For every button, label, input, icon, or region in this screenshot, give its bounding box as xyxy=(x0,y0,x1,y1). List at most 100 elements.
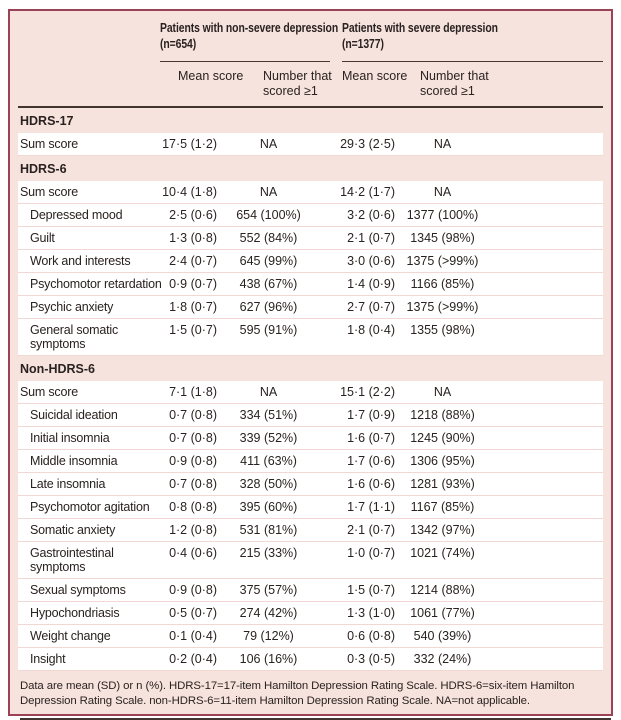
sub-header-spacer xyxy=(18,62,160,108)
row-filler xyxy=(510,495,603,519)
row-label: Somatic anxiety xyxy=(18,518,160,542)
group-nonsevere: Patients with non-severe depression (n=6… xyxy=(160,20,339,62)
count-severe: 540 (39%) xyxy=(398,624,510,648)
count-severe: 1306 (95%) xyxy=(398,449,510,473)
mean-score-severe: 15·1 (2·2) xyxy=(334,381,398,404)
count-nonsevere: 595 (91%) xyxy=(222,318,334,356)
row-label: Guilt xyxy=(18,226,160,250)
mean-score-severe: 1·7 (0·6) xyxy=(334,449,398,473)
mean-score-nonsevere: 0·7 (0·8) xyxy=(160,426,222,450)
row-filler xyxy=(510,426,603,450)
count-severe: 1281 (93%) xyxy=(398,472,510,496)
count-nonsevere: 552 (84%) xyxy=(222,226,334,250)
row-filler xyxy=(510,647,603,671)
mean-score-severe: 3·2 (0·6) xyxy=(334,203,398,227)
mean-score-severe: 14·2 (1·7) xyxy=(334,181,398,204)
count-nonsevere: 274 (42%) xyxy=(222,601,334,625)
table-row: Guilt 1·3 (0·8) 552 (84%) 2·1 (0·7) 1345 (98… xyxy=(18,226,603,250)
col-header-mean-severe: Mean score xyxy=(334,62,407,108)
count-nonsevere: NA xyxy=(222,381,334,404)
section-header-row: HDRS-17 xyxy=(18,107,603,133)
table-row: Work and interests 2·4 (0·7) 645 (99%) 3·0 … xyxy=(18,249,603,273)
count-nonsevere: 339 (52%) xyxy=(222,426,334,450)
mean-score-severe: 0·3 (0·5) xyxy=(334,647,398,671)
count-severe: 1342 (97%) xyxy=(398,518,510,542)
count-severe: 1375 (>99%) xyxy=(398,295,510,319)
count-severe: 332 (24%) xyxy=(398,647,510,671)
table-row: Psychomotor retardation 0·9 (0·7) 438 (67%… xyxy=(18,272,603,296)
row-label: Late insomnia xyxy=(18,472,160,496)
mean-score-nonsevere: 0·1 (0·4) xyxy=(160,624,222,648)
row-filler xyxy=(510,249,603,273)
mean-score-nonsevere: 1·5 (0·7) xyxy=(160,318,222,356)
row-filler xyxy=(510,203,603,227)
mean-score-nonsevere: 0·9 (0·7) xyxy=(160,272,222,296)
count-severe: 1345 (98%) xyxy=(398,226,510,250)
row-filler xyxy=(510,272,603,296)
table-row: Initial insomnia 0·7 (0·8) 339 (52%) 1·6 (0… xyxy=(18,426,603,450)
group-header-spacer xyxy=(18,20,160,62)
count-nonsevere: NA xyxy=(222,181,334,204)
row-label: Psychomotor agitation xyxy=(18,495,160,519)
mean-score-nonsevere: 0·8 (0·8) xyxy=(160,495,222,519)
row-filler xyxy=(510,318,603,356)
col-header-mean-nonsevere: Mean score xyxy=(160,62,243,108)
mean-score-nonsevere: 0·5 (0·7) xyxy=(160,601,222,625)
row-filler xyxy=(510,601,603,625)
mean-score-severe: 2·7 (0·7) xyxy=(334,295,398,319)
row-filler xyxy=(510,472,603,496)
row-filler xyxy=(510,624,603,648)
table-row: Sexual symptoms 0·9 (0·8) 375 (57%) 1·5 (0·… xyxy=(18,578,603,602)
table-footnote: Data are mean (SD) or n (%). HDRS-17=17-… xyxy=(20,676,611,720)
row-label: Insight xyxy=(18,647,160,671)
mean-score-nonsevere: 0·7 (0·8) xyxy=(160,472,222,496)
group-title-nonsevere: Patients with non-severe depression (n=6… xyxy=(160,20,339,51)
count-severe: 1218 (88%) xyxy=(398,403,510,427)
row-filler xyxy=(510,449,603,473)
row-filler xyxy=(510,578,603,602)
table-row: Depressed mood 2·5 (0·6) 654 (100%) 3·2 (0·… xyxy=(18,203,603,227)
count-nonsevere: 79 (12%) xyxy=(222,624,334,648)
mean-score-severe: 1·7 (1·1) xyxy=(334,495,398,519)
count-nonsevere: 375 (57%) xyxy=(222,578,334,602)
row-label: General somatic symptoms xyxy=(18,318,160,356)
table-row: Middle insomnia 0·9 (0·8) 411 (63%) 1·7 (0·… xyxy=(18,449,603,473)
row-filler xyxy=(510,295,603,319)
count-nonsevere: NA xyxy=(222,133,334,156)
count-severe: 1167 (85%) xyxy=(398,495,510,519)
row-label: Gastrointestinal symptoms xyxy=(18,541,160,579)
mean-score-nonsevere: 2·4 (0·7) xyxy=(160,249,222,273)
mean-score-severe: 0·6 (0·8) xyxy=(334,624,398,648)
mean-score-nonsevere: 0·7 (0·8) xyxy=(160,403,222,427)
table-row: Sum score 10·4 (1·8) NA 14·2 (1·7) NA xyxy=(18,181,603,204)
table-row: Sum score 17·5 (1·2) NA 29·3 (2·5) NA xyxy=(18,133,603,156)
mean-score-nonsevere: 1·8 (0·7) xyxy=(160,295,222,319)
row-filler xyxy=(510,381,603,404)
row-label: Weight change xyxy=(18,624,160,648)
table-row: Late insomnia 0·7 (0·8) 328 (50%) 1·6 (0·6)… xyxy=(18,472,603,496)
row-label: Sum score xyxy=(18,133,160,156)
count-nonsevere: 531 (81%) xyxy=(222,518,334,542)
table-body: HDRS-17 Sum score 17·5 (1·2) NA 29·3 (2·5) NA… xyxy=(18,107,603,671)
row-filler xyxy=(510,133,603,156)
mean-score-severe: 29·3 (2·5) xyxy=(334,133,398,156)
mean-score-severe: 1·8 (0·4) xyxy=(334,318,398,356)
row-filler xyxy=(510,518,603,542)
count-nonsevere: 328 (50%) xyxy=(222,472,334,496)
table-row: Gastrointestinal symptoms 0·4 (0·6) 215 (3… xyxy=(18,541,603,579)
row-label: Initial insomnia xyxy=(18,426,160,450)
table-row: Weight change 0·1 (0·4) 79 (12%) 0·6 (0·8) 5… xyxy=(18,624,603,648)
mean-score-nonsevere: 0·9 (0·8) xyxy=(160,449,222,473)
mean-score-severe: 1·6 (0·7) xyxy=(334,426,398,450)
count-nonsevere: 411 (63%) xyxy=(222,449,334,473)
mean-score-nonsevere: 10·4 (1·8) xyxy=(160,181,222,204)
row-label: Depressed mood xyxy=(18,203,160,227)
count-severe: 1375 (>99%) xyxy=(398,249,510,273)
sub-header-row: Mean score Number that scored ≥1 Mean sc… xyxy=(18,62,603,108)
mean-score-severe: 2·1 (0·7) xyxy=(334,518,398,542)
row-label: Sum score xyxy=(18,381,160,404)
mean-score-nonsevere: 0·4 (0·6) xyxy=(160,541,222,579)
mean-score-severe: 1·6 (0·6) xyxy=(334,472,398,496)
table-row: Psychic anxiety 1·8 (0·7) 627 (96%) 2·7 (0·… xyxy=(18,295,603,319)
count-nonsevere: 395 (60%) xyxy=(222,495,334,519)
